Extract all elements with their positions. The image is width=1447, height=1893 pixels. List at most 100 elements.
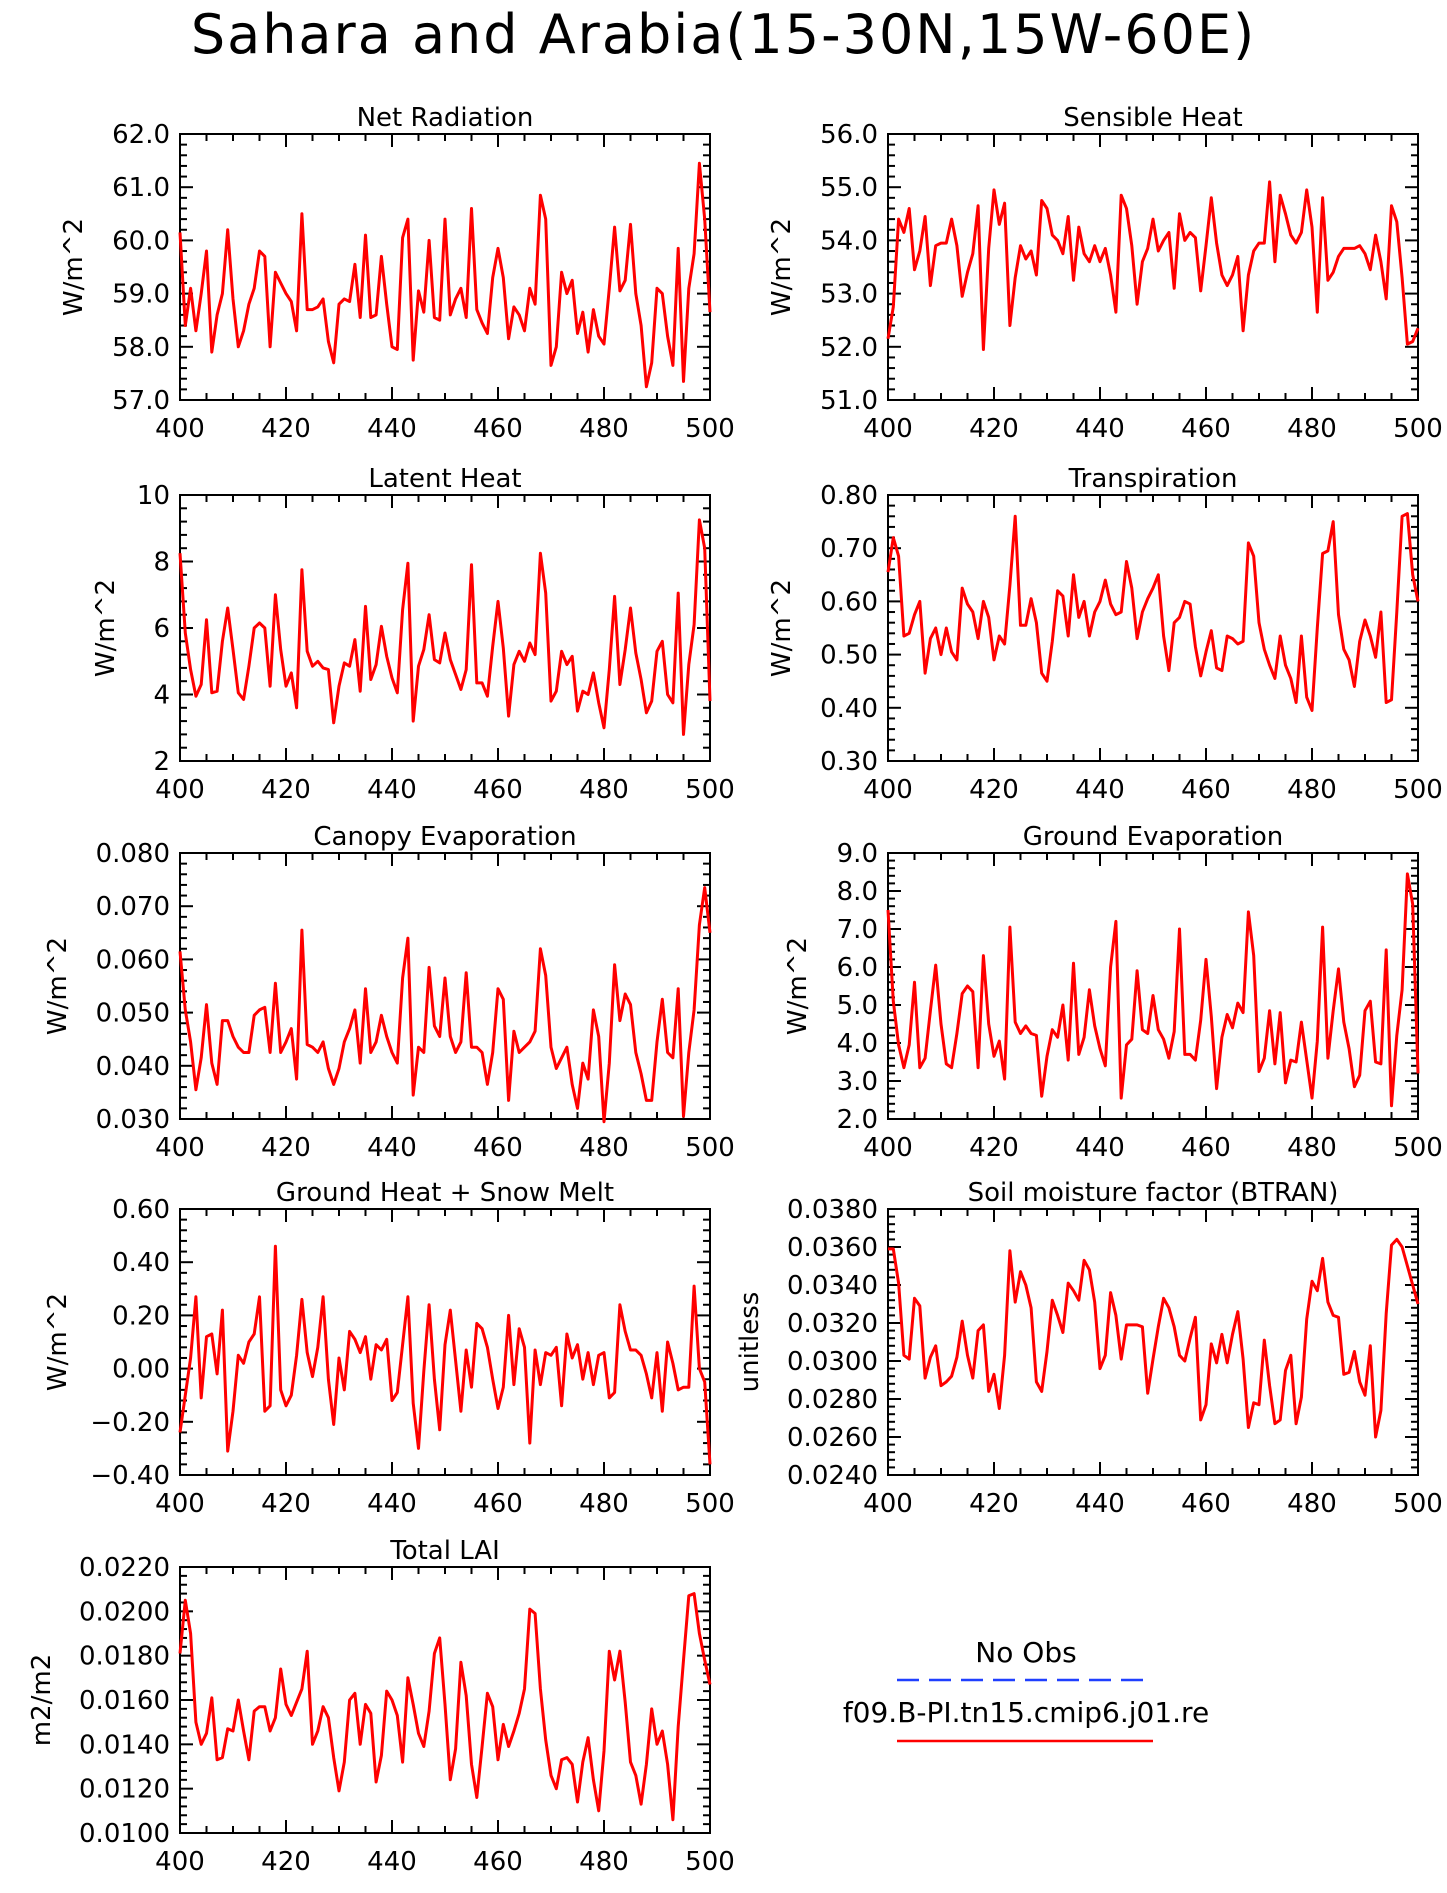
x-tick-label: 500	[1393, 775, 1443, 805]
x-tick-label: 440	[367, 414, 417, 444]
y-tick-label: 0.050	[96, 999, 170, 1029]
y-tick-label: 10	[137, 481, 170, 511]
y-tick-label: 0.0180	[79, 1642, 170, 1672]
y-tick-label: 0.0200	[79, 1597, 170, 1627]
x-tick-label: 400	[863, 414, 913, 444]
y-axis-label: unitless	[735, 1292, 765, 1393]
x-tick-label: 480	[579, 1489, 629, 1519]
y-tick-label: 0.0260	[787, 1423, 878, 1453]
x-tick-label: 440	[1075, 1133, 1125, 1163]
panel-title: Sensible Heat	[1063, 103, 1242, 133]
y-tick-label: 52.0	[820, 333, 878, 363]
panel-latent-heat: Latent Heat 400 420 440 460 480 500 2 4 6 8 10 W/m^2	[91, 464, 735, 805]
x-tick-label: 400	[863, 775, 913, 805]
plot-frame	[179, 494, 711, 762]
y-tick-label: 0.60	[820, 587, 878, 617]
legend-obs-label: No Obs	[975, 1636, 1076, 1669]
y-tick-label: 59.0	[112, 280, 170, 310]
x-tick-label: 420	[969, 1133, 1019, 1163]
panel-sensible-heat: Sensible Heat 400 420 440 460 480 500 51.0 52.0 5…	[767, 103, 1443, 444]
y-tick-label: 0.20	[112, 1301, 170, 1331]
panel-title: Canopy Evaporation	[313, 822, 576, 852]
x-tick-label: 480	[579, 775, 629, 805]
series-line-net-radiation	[178, 161, 712, 389]
x-tick-label: 480	[579, 414, 629, 444]
y-axis-label: W/m^2	[91, 579, 121, 677]
y-tick-label: 0.00	[112, 1355, 170, 1385]
x-tick-label: 440	[367, 1847, 417, 1877]
y-tick-label: 0.80	[820, 481, 878, 511]
y-tick-label: 6	[153, 614, 170, 644]
x-tick-label: 460	[1181, 775, 1231, 805]
panel-title: Soil moisture factor (BTRAN)	[968, 1178, 1339, 1208]
panel-canopy-evaporation: Canopy Evaporation 400 420 440 460 480 500 0.03…	[43, 822, 735, 1163]
series-line-latent-heat	[178, 518, 712, 736]
series-line-ground-evaporation	[886, 872, 1420, 1108]
y-axis-label: W/m^2	[783, 937, 813, 1035]
x-tick-label: 500	[685, 775, 735, 805]
panel-title: Latent Heat	[368, 464, 521, 494]
y-tick-label: 8	[153, 548, 170, 578]
x-tick-label: 480	[579, 1847, 629, 1877]
y-tick-label: 0.0320	[787, 1309, 878, 1339]
x-tick-label: 420	[261, 775, 311, 805]
panel-soil-moisture-factor-btran: Soil moisture factor (BTRAN) 400 420 440 460…	[735, 1178, 1443, 1519]
y-tick-label: 55.0	[820, 173, 878, 203]
x-tick-label: 500	[685, 414, 735, 444]
x-tick-label: 460	[1181, 414, 1231, 444]
panel-title: Total LAI	[389, 1536, 500, 1566]
y-tick-label: 61.0	[112, 173, 170, 203]
plot-frame	[179, 133, 711, 401]
panel-net-radiation: Net Radiation 400 420 440 460 480 500 57.0 58.0 5…	[59, 103, 735, 444]
y-axis-label: W/m^2	[59, 218, 89, 316]
x-tick-label: 460	[473, 1133, 523, 1163]
y-axis-label: m2/m2	[27, 1654, 57, 1747]
panel-transpiration: Transpiration 400 420 440 460 480 500 0.30 0.40 0…	[767, 464, 1443, 805]
y-tick-label: 2	[153, 747, 170, 777]
panel-title: Net Radiation	[357, 103, 534, 133]
y-tick-label: 62.0	[112, 120, 170, 150]
y-tick-label: 0.40	[112, 1248, 170, 1278]
x-tick-label: 480	[1287, 1133, 1337, 1163]
y-tick-label: 0.0340	[787, 1271, 878, 1301]
y-tick-label: −0.40	[90, 1461, 170, 1491]
chart-panels: Net Radiation 400 420 440 460 480 500 57.0 58.0 5…	[27, 103, 1443, 1877]
y-tick-label: 0.0140	[79, 1730, 170, 1760]
x-tick-label: 440	[1075, 414, 1125, 444]
x-tick-label: 460	[473, 775, 523, 805]
x-tick-label: 480	[1287, 1489, 1337, 1519]
y-tick-label: 0.0280	[787, 1385, 878, 1415]
y-tick-label: 8.0	[837, 877, 878, 907]
y-tick-label: 0.030	[96, 1105, 170, 1135]
y-tick-label: 0.0240	[787, 1461, 878, 1491]
x-tick-label: 440	[1075, 775, 1125, 805]
panel-title: Ground Evaporation	[1023, 822, 1283, 852]
y-tick-label: 0.0380	[787, 1195, 878, 1225]
plot-frame	[887, 494, 1419, 762]
y-tick-label: 56.0	[820, 120, 878, 150]
panel-ground-heat-snow-melt: Ground Heat + Snow Melt 400 420 440 460 480 50…	[43, 1178, 735, 1519]
x-tick-label: 420	[261, 1133, 311, 1163]
y-tick-label: 0.070	[96, 892, 170, 922]
y-tick-label: 0.0360	[787, 1233, 878, 1263]
x-tick-label: 460	[473, 1489, 523, 1519]
y-axis-label: W/m^2	[767, 218, 797, 316]
x-tick-label: 440	[367, 1133, 417, 1163]
y-tick-label: 0.30	[820, 747, 878, 777]
series-line-sensible-heat	[886, 180, 1420, 351]
x-tick-label: 500	[685, 1847, 735, 1877]
series-line-total-lai	[178, 1592, 712, 1822]
panel-ground-evaporation: Ground Evaporation 400 420 440 460 480 500 2.0 3…	[783, 822, 1443, 1163]
legend: No Obs f09.B-PI.tn15.cmip6.j01.re	[843, 1636, 1209, 1743]
y-tick-label: 4	[153, 681, 170, 711]
y-tick-label: 7.0	[837, 915, 878, 945]
y-tick-label: 0.0100	[79, 1819, 170, 1849]
y-tick-label: 4.0	[837, 1029, 878, 1059]
x-tick-label: 500	[685, 1489, 735, 1519]
plot-frame	[887, 1208, 1419, 1476]
y-tick-label: 0.080	[96, 839, 170, 869]
y-tick-label: 0.40	[820, 694, 878, 724]
x-tick-label: 420	[969, 1489, 1019, 1519]
y-tick-label: 51.0	[820, 386, 878, 416]
